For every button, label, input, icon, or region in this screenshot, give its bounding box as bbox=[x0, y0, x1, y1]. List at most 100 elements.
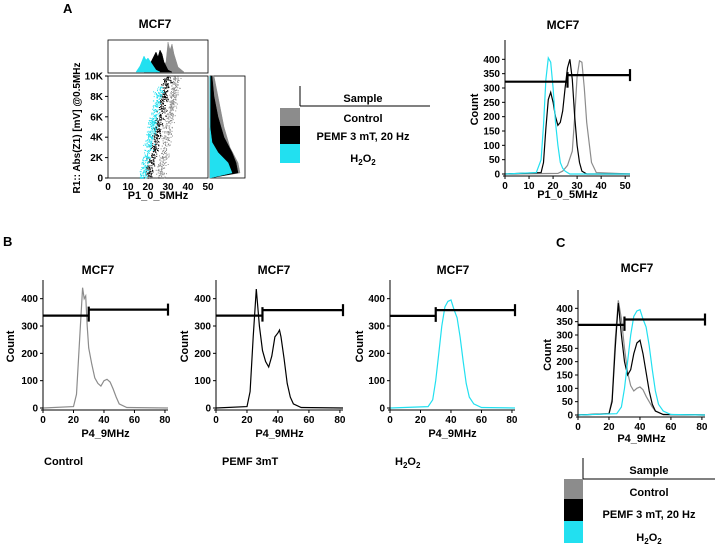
scatter-point bbox=[173, 91, 175, 93]
scatter-point bbox=[176, 107, 178, 109]
scatter-point bbox=[180, 78, 182, 79]
scatter-point bbox=[148, 123, 150, 125]
scatter-point bbox=[164, 112, 166, 114]
x-tick-label: 40 bbox=[272, 415, 284, 426]
scatter-point bbox=[147, 162, 148, 164]
scatter-point bbox=[140, 177, 142, 178]
scatter-point bbox=[144, 168, 146, 170]
scatter-point bbox=[170, 119, 172, 121]
scatter-point bbox=[166, 148, 168, 150]
scatter-point bbox=[154, 115, 156, 117]
scatter-point bbox=[153, 146, 155, 147]
scatter-point bbox=[154, 115, 156, 117]
scatter-point bbox=[164, 81, 166, 83]
scatter-point bbox=[155, 115, 157, 117]
scatter-point bbox=[166, 154, 168, 156]
scatter-point bbox=[175, 86, 177, 88]
scatter-point bbox=[140, 175, 142, 177]
scatter-point bbox=[161, 95, 163, 97]
scatter-point bbox=[142, 158, 144, 160]
scatter-point bbox=[164, 84, 166, 86]
scatter-point bbox=[142, 172, 144, 174]
scatter-point bbox=[158, 115, 160, 117]
scatter-point bbox=[166, 77, 168, 79]
scatter-point bbox=[149, 167, 151, 169]
scatter-point bbox=[165, 91, 167, 93]
scatter-point bbox=[147, 175, 148, 177]
scatter-point bbox=[163, 119, 165, 120]
chart-title: MCF7 bbox=[437, 263, 470, 277]
y-tick-label: 100 bbox=[556, 384, 573, 395]
scatter-point bbox=[152, 163, 154, 165]
scatter-point bbox=[152, 162, 154, 164]
scatter-point bbox=[140, 174, 142, 175]
scatter-point bbox=[170, 101, 172, 103]
scatter-point bbox=[167, 132, 169, 134]
scatter-point bbox=[153, 109, 155, 111]
scatter-point bbox=[153, 130, 155, 132]
scatter-point bbox=[157, 135, 159, 136]
scatter-point bbox=[149, 133, 151, 135]
scatter-point bbox=[163, 91, 165, 93]
scatter-point bbox=[149, 161, 151, 163]
scatter-point bbox=[148, 132, 150, 134]
scatter-point bbox=[151, 166, 153, 168]
scatter-point bbox=[156, 143, 158, 145]
scatter-point bbox=[172, 92, 174, 93]
scatter-point bbox=[152, 135, 153, 137]
scatter-point bbox=[156, 100, 158, 101]
scatter-point bbox=[152, 108, 154, 110]
scatter-point bbox=[172, 103, 174, 105]
scatter-point bbox=[164, 96, 165, 98]
scatter-point bbox=[153, 164, 155, 166]
scatter-point bbox=[172, 107, 173, 109]
scatter-point bbox=[154, 139, 156, 140]
scatter-point bbox=[175, 96, 177, 98]
scatter-point bbox=[162, 127, 164, 129]
scatter-point bbox=[171, 107, 173, 109]
scatter-point bbox=[155, 114, 157, 116]
scatter-point bbox=[175, 102, 177, 104]
scatter-point bbox=[159, 155, 161, 157]
x-tick-label: 60 bbox=[129, 415, 141, 426]
scatter-point bbox=[148, 150, 150, 152]
scatter-point bbox=[148, 136, 150, 137]
scatter-point bbox=[150, 177, 152, 179]
scatter-point bbox=[173, 82, 175, 84]
scatter-point bbox=[164, 119, 166, 121]
scatter-point bbox=[172, 135, 173, 137]
scatter-point bbox=[160, 106, 161, 108]
scatter-point bbox=[172, 89, 174, 91]
scatter-point bbox=[165, 131, 167, 133]
scatter-point bbox=[177, 84, 179, 86]
scatter-point bbox=[164, 81, 165, 83]
scatter-point bbox=[151, 162, 153, 164]
scatter-point bbox=[174, 115, 176, 117]
scatter-point bbox=[164, 93, 166, 95]
y-tick-label: 50 bbox=[562, 397, 574, 408]
scatter-point bbox=[151, 144, 153, 146]
scatter-point bbox=[166, 117, 168, 119]
scatter-point bbox=[155, 105, 156, 107]
scatter-point bbox=[161, 98, 163, 100]
scatter-point bbox=[147, 144, 149, 146]
scatter-point bbox=[152, 143, 154, 145]
scatter-point bbox=[140, 173, 142, 175]
scatter-point bbox=[154, 128, 156, 130]
scatter-point bbox=[156, 142, 158, 144]
scatter-point bbox=[154, 104, 156, 106]
scatter-point bbox=[161, 174, 163, 176]
scatter-point bbox=[151, 121, 153, 122]
scatter-point bbox=[151, 160, 153, 162]
scatter-point bbox=[170, 123, 172, 125]
scatter-point bbox=[170, 82, 172, 84]
scatter-point bbox=[174, 98, 176, 100]
scatter-point bbox=[149, 173, 150, 175]
chart-title: MCF7 bbox=[547, 18, 580, 32]
scatter-point bbox=[157, 104, 159, 106]
scatter-point bbox=[168, 115, 170, 117]
scatter-point bbox=[177, 78, 179, 80]
scatter-point bbox=[168, 125, 170, 127]
scatter-point bbox=[150, 120, 152, 121]
scatter-point bbox=[146, 169, 148, 171]
